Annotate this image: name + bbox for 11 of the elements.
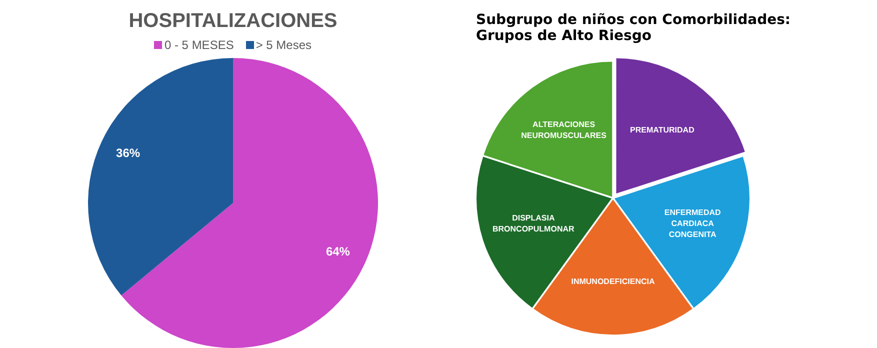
data-label: 64% <box>326 244 350 259</box>
legend-label: > 5 Meses <box>256 38 312 52</box>
slice-label: ALTERACIONES NEUROMUSCULARES <box>521 120 608 140</box>
legend-label: 0 - 5 MESES <box>164 38 234 52</box>
slice-label: ENFERMEDAD CARDIACA CONGENITA <box>664 208 722 240</box>
slice-label: DISPLASIA BRONCOPULMONAR <box>492 214 574 234</box>
data-label: 36% <box>116 146 140 160</box>
chart-title: Subgrupo de niños con Comorbilidades: Grupos de Alto Riesgo <box>476 12 792 44</box>
slice-label: PREMATURIDAD <box>630 125 695 134</box>
slice-label: INMUNODEFICIENCIA <box>571 276 655 286</box>
chart-title: HOSPITALIZACIONES <box>128 10 338 33</box>
